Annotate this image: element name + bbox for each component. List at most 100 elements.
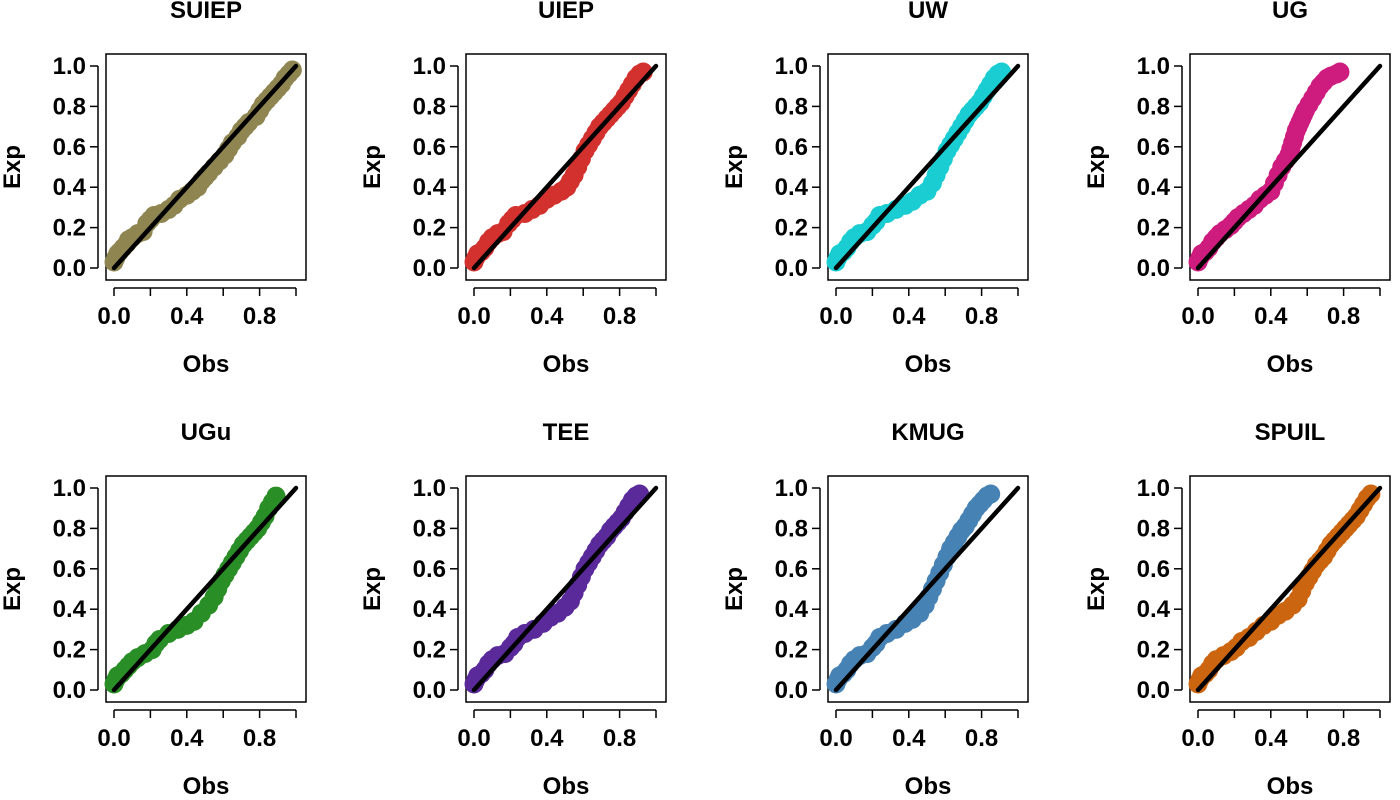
y-tick-label: 0.0 (775, 255, 808, 282)
x-axis-label: Obs (905, 351, 952, 378)
y-axis-label: Exp (0, 145, 26, 189)
reference-line (111, 63, 299, 271)
y-tick-label: 0.2 (53, 637, 86, 664)
y-tick-label: 0.4 (775, 596, 809, 623)
y-tick-label: 0.4 (53, 596, 87, 623)
x-tick-label: 0.8 (1327, 725, 1360, 752)
y-tick-label: 0.0 (775, 677, 808, 704)
y-axis-label: Exp (1083, 145, 1110, 189)
panel-title: UW (908, 0, 948, 24)
panel-uw: UW 0.0 0.4 0.8 0.0 0.2 0.4 0.6 0.8 1.0 Obs Exp (721, 0, 1029, 378)
x-axis-label: Obs (543, 773, 590, 800)
panel-title: SUIEP (170, 0, 242, 24)
panel-title: KMUG (891, 419, 964, 446)
panel-tee: TEE 0.0 0.4 0.8 0.0 0.2 0.4 0.6 0.8 1.0 Obs Exp (359, 419, 667, 800)
x-tick-label: 0.0 (457, 303, 490, 330)
y-tick-label: 0.2 (413, 215, 446, 242)
x-tick-label: 0.8 (603, 303, 636, 330)
y-tick-label: 0.4 (413, 596, 447, 623)
y-tick-label: 0.2 (53, 215, 86, 242)
y-tick-label: 0.6 (1137, 556, 1170, 583)
y-tick-label: 0.8 (775, 515, 808, 542)
y-tick-label: 0.2 (775, 215, 808, 242)
reference-line (471, 485, 659, 693)
x-tick-label: 0.0 (457, 725, 490, 752)
x-tick-label: 0.0 (819, 725, 852, 752)
y-axis-label: Exp (721, 145, 748, 189)
y-axis-label: Exp (359, 567, 386, 611)
x-tick-label: 0.0 (1181, 725, 1214, 752)
x-tick-label: 0.8 (965, 303, 998, 330)
data-point (1330, 62, 1350, 82)
reference-line (111, 485, 299, 693)
y-tick-label: 0.8 (413, 93, 446, 120)
plot-frame (465, 475, 667, 703)
x-tick-label: 0.4 (1254, 725, 1288, 752)
y-tick-label: 0.0 (413, 677, 446, 704)
y-axis-label: Exp (359, 145, 386, 189)
y-tick-label: 0.0 (413, 255, 446, 282)
x-tick-label: 0.4 (1254, 303, 1288, 330)
y-tick-label: 0.0 (53, 677, 86, 704)
panel-title: UGu (181, 419, 232, 446)
x-tick-label: 0.4 (170, 303, 204, 330)
y-tick-label: 0.2 (1137, 215, 1170, 242)
x-axis-label: Obs (183, 351, 230, 378)
panel-ug: UG 0.0 0.4 0.8 0.0 0.2 0.4 0.6 0.8 1.0 Obs Exp (1083, 0, 1391, 378)
plot-frame (827, 475, 1029, 703)
x-tick-label: 0.8 (243, 725, 276, 752)
panel-title: UG (1272, 0, 1308, 24)
reference-line (471, 63, 659, 271)
y-tick-label: 0.0 (53, 255, 86, 282)
reference-line (1195, 485, 1383, 693)
y-tick-label: 0.6 (413, 134, 446, 161)
panel-title: TEE (543, 419, 590, 446)
y-tick-label: 1.0 (413, 53, 446, 80)
x-tick-label: 0.8 (1327, 303, 1360, 330)
y-tick-label: 0.6 (775, 134, 808, 161)
y-tick-label: 0.8 (775, 93, 808, 120)
y-tick-label: 0.8 (1137, 515, 1170, 542)
y-tick-label: 1.0 (53, 475, 86, 502)
y-tick-label: 1.0 (775, 53, 808, 80)
panel-kmug: KMUG 0.0 0.4 0.8 0.0 0.2 0.4 0.6 0.8 1.0 Obs Exp (721, 419, 1029, 800)
y-tick-label: 1.0 (1137, 475, 1170, 502)
y-tick-label: 0.8 (413, 515, 446, 542)
x-axis-label: Obs (1267, 351, 1314, 378)
y-tick-label: 0.4 (413, 174, 447, 201)
x-tick-label: 0.0 (97, 725, 130, 752)
y-tick-label: 1.0 (775, 475, 808, 502)
y-tick-label: 0.8 (53, 93, 86, 120)
x-tick-label: 0.0 (819, 303, 852, 330)
y-tick-label: 0.8 (53, 515, 86, 542)
y-tick-label: 0.4 (1137, 596, 1171, 623)
y-tick-label: 0.6 (1137, 134, 1170, 161)
y-tick-label: 0.6 (775, 556, 808, 583)
data-point (981, 484, 1001, 504)
x-tick-label: 0.8 (243, 303, 276, 330)
reference-line (833, 63, 1021, 271)
y-tick-label: 0.6 (53, 556, 86, 583)
x-axis-label: Obs (905, 773, 952, 800)
y-tick-label: 0.4 (775, 174, 809, 201)
x-tick-label: 0.4 (170, 725, 204, 752)
y-tick-label: 0.8 (1137, 93, 1170, 120)
y-tick-label: 0.0 (1137, 255, 1170, 282)
y-axis-label: Exp (0, 567, 26, 611)
plot-frame (105, 475, 307, 703)
x-axis-label: Obs (543, 351, 590, 378)
y-tick-label: 0.6 (53, 134, 86, 161)
y-tick-label: 0.2 (413, 637, 446, 664)
plot-frame (827, 53, 1029, 281)
plot-frame (1189, 53, 1391, 281)
y-tick-label: 0.2 (1137, 637, 1170, 664)
y-tick-label: 0.4 (1137, 174, 1171, 201)
reference-line (833, 485, 1021, 693)
y-tick-label: 1.0 (1137, 53, 1170, 80)
panel-title: UIEP (538, 0, 594, 24)
x-tick-label: 0.4 (530, 303, 564, 330)
y-tick-label: 0.0 (1137, 677, 1170, 704)
y-tick-label: 1.0 (413, 475, 446, 502)
data-point (266, 486, 286, 506)
